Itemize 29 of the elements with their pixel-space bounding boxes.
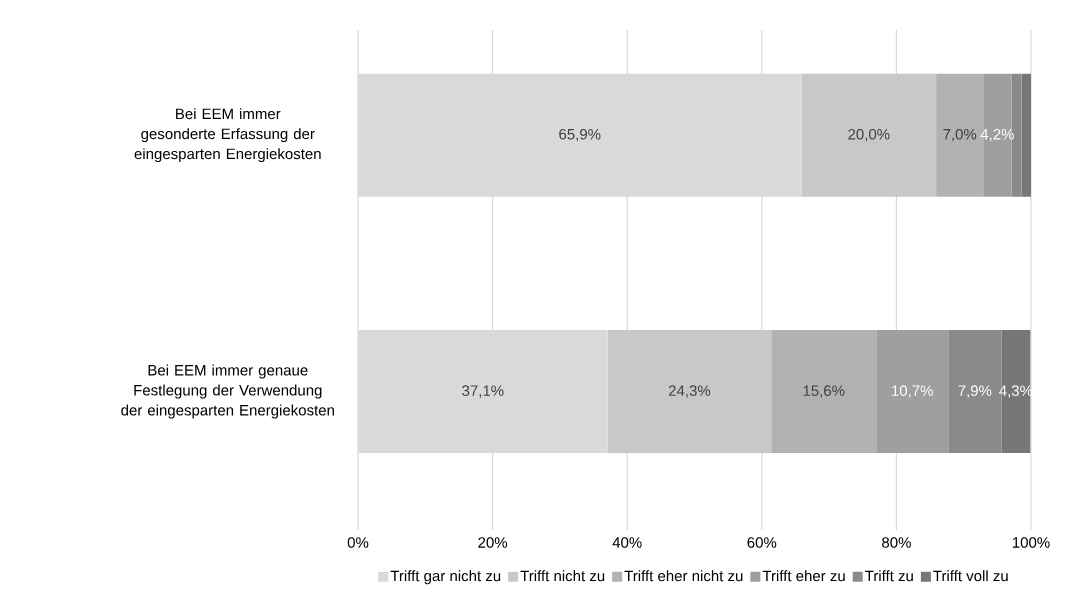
bar [1021,73,1032,197]
legend-label: Trifft eher zu [762,570,845,582]
legend-label: Trifft gar nicht zu [390,570,501,585]
data-label: 4,2% [980,128,1014,142]
bar [607,330,772,454]
bar [771,330,877,454]
data-label: 24,3% [668,385,711,398]
y-tick-label: Bei EEM immer gesonderte Erfassung der eingesparten Energiekosten [134,108,321,163]
y-tick-label: Bei EEM immer genaue Festlegung der Verwendung der eingesparten Energiekosten [121,364,334,419]
bar [801,73,937,197]
data-label: 7,9% [958,385,992,398]
x-tick-label: 40% [612,537,642,548]
data-label: 10,7% [892,385,933,398]
data-label: 7,0% [943,128,977,142]
legend-label: Trifft zu [865,570,913,582]
data-label: 20,0% [848,128,890,142]
legend-label: Trifft nicht zu [520,570,605,582]
legend-label: Trifft voll zu [933,570,1008,582]
data-label: 37,1% [462,385,504,398]
x-tick-label: 80% [882,537,911,548]
x-tick-label: 20% [478,537,508,548]
data-label: 15,6% [803,385,845,398]
legend-label: Trifft eher nicht zu [624,570,743,582]
bar [876,330,949,454]
bar [1001,330,1031,454]
x-tick-label: 60% [747,537,777,548]
x-tick-label: 100% [1012,537,1050,548]
data-label: 65,9% [559,128,601,142]
x-tick-label: 0% [347,537,369,548]
